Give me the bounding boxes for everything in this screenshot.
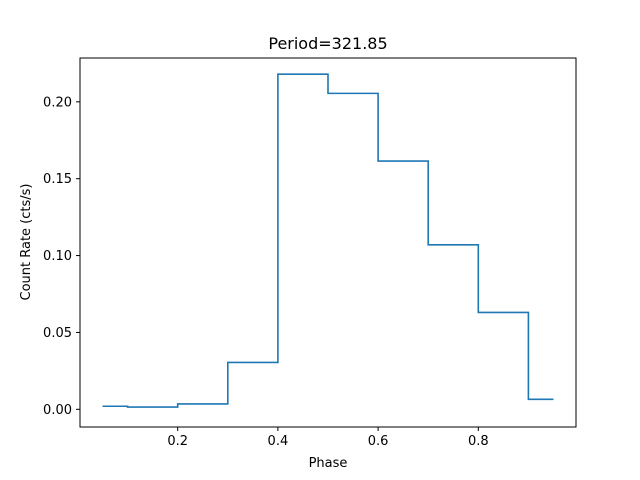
chart-title: Period=321.85 — [268, 34, 387, 53]
y-axis-ticks: 0.00 0.05 0.10 0.15 0.20 — [43, 95, 80, 418]
x-tick-label: 0.2 — [167, 434, 188, 449]
y-tick-label: 0.10 — [43, 249, 72, 264]
x-tick-label: 0.6 — [368, 434, 389, 449]
y-axis-label: Count Rate (cts/s) — [19, 184, 34, 301]
x-axis-ticks: 0.2 0.4 0.6 0.8 — [167, 427, 489, 449]
x-tick-label: 0.8 — [468, 434, 489, 449]
y-tick-label: 0.15 — [43, 172, 72, 187]
plot-frame — [79, 57, 577, 428]
y-tick-label: 0.20 — [43, 95, 72, 110]
series-step-line — [102, 73, 554, 408]
x-tick-label: 0.4 — [268, 434, 289, 449]
x-axis-label: Phase — [309, 456, 348, 471]
y-tick-label: 0.00 — [43, 403, 72, 418]
y-tick-label: 0.05 — [43, 326, 72, 341]
